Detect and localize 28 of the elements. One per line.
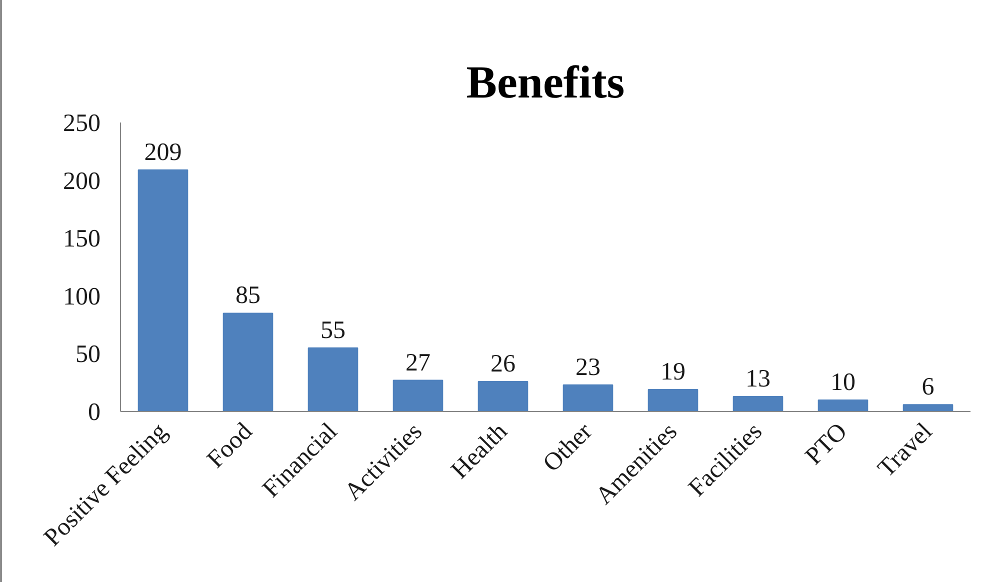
y-tick-label: 200	[63, 168, 100, 195]
y-tick-label: 150	[63, 226, 100, 253]
bar	[818, 399, 868, 412]
bar	[478, 380, 528, 412]
y-tick-label: 0	[88, 399, 100, 426]
data-label: 6	[922, 374, 934, 401]
bar	[308, 347, 358, 412]
bar	[902, 404, 954, 412]
bar	[562, 384, 614, 412]
data-label: 55	[320, 316, 346, 344]
x-tick-label: PTO	[800, 418, 853, 470]
y-tick-label: 100	[63, 283, 100, 310]
bar	[222, 312, 274, 412]
y-tick-label: 250	[63, 110, 100, 137]
data-label: 13	[746, 365, 770, 392]
data-label: 27	[406, 349, 430, 376]
data-label: 23	[576, 354, 600, 381]
bar	[648, 389, 698, 412]
bar	[732, 396, 784, 412]
data-label: 209	[144, 138, 182, 166]
chart-title: Benefits	[466, 56, 625, 108]
data-label: 26	[490, 350, 516, 378]
data-label: 19	[660, 358, 686, 386]
data-label: 10	[830, 368, 856, 396]
bar	[138, 169, 188, 412]
bar	[392, 380, 444, 412]
data-label: 85	[236, 282, 260, 310]
y-tick-label: 50	[76, 341, 100, 368]
